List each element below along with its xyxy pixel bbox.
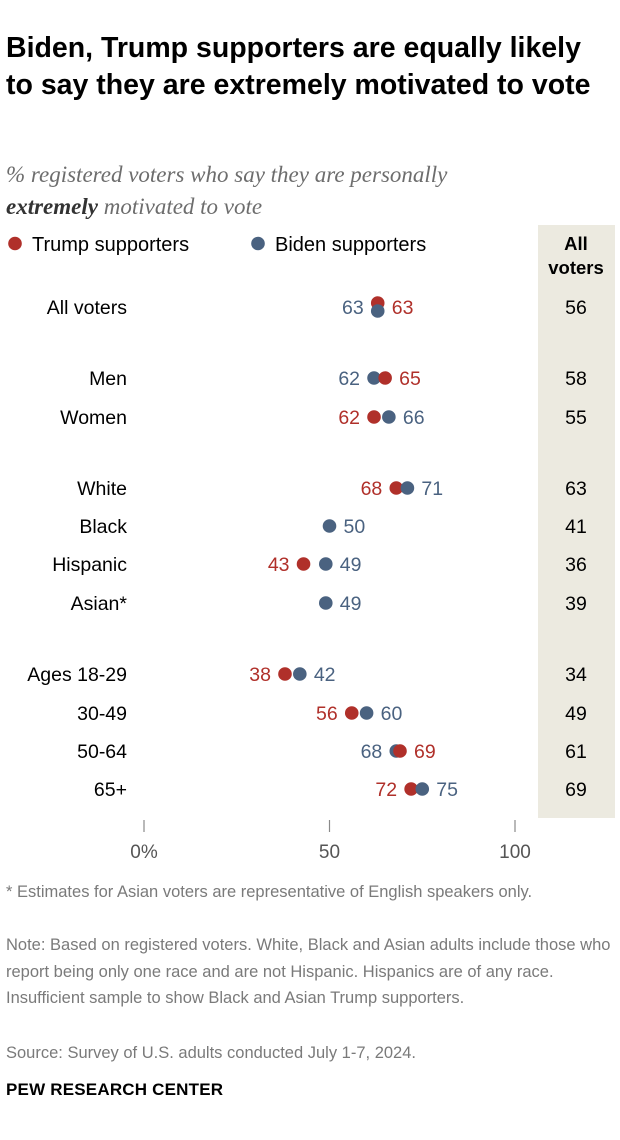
subtitle-suffix: motivated to vote xyxy=(103,194,263,219)
trump-dot xyxy=(296,557,311,571)
biden-value-label: 49 xyxy=(340,593,362,615)
trump-dot xyxy=(393,744,407,758)
footnote: * Estimates for Asian voters are represe… xyxy=(6,883,533,901)
trump-dot xyxy=(344,706,359,720)
biden-dot xyxy=(318,596,333,610)
biden-value-label: 66 xyxy=(403,407,425,429)
row-ages-18-29: Ages 18-29 38 42 34 xyxy=(27,664,587,686)
all-voters-value: 34 xyxy=(565,664,587,686)
x-tick-label: 50 xyxy=(319,842,340,863)
trump-dot xyxy=(404,782,418,796)
column-header-line-1: All xyxy=(564,233,588,254)
chart-subtitle: % registered voters who say they are per… xyxy=(6,159,606,223)
trump-value-label: 62 xyxy=(338,407,360,429)
biden-value-label: 75 xyxy=(436,779,458,801)
all-voters-panel xyxy=(538,225,615,818)
trump-value-label: 63 xyxy=(392,297,414,319)
trump-dot xyxy=(378,371,392,385)
dot-plot-chart: Trump supporters Biden supporters All vote… xyxy=(8,225,615,863)
chart-title: Biden, Trump supporters are equally like… xyxy=(6,32,591,101)
trump-value-label: 43 xyxy=(268,554,290,576)
category-label: All voters xyxy=(47,297,127,319)
trump-dot xyxy=(278,667,292,681)
trump-dot xyxy=(389,481,404,495)
biden-value-label: 62 xyxy=(338,368,360,390)
category-label: Black xyxy=(79,516,127,538)
all-voters-value: 69 xyxy=(565,779,587,801)
biden-value-label: 60 xyxy=(381,703,403,725)
legend-marker-trump xyxy=(8,236,22,251)
all-voters-value: 39 xyxy=(565,593,587,615)
biden-dot xyxy=(370,304,385,318)
category-label: 50-64 xyxy=(77,741,127,763)
x-tick-label: 100 xyxy=(499,842,531,863)
category-label: 30-49 xyxy=(77,703,127,725)
column-header-line-2: voters xyxy=(548,257,604,278)
legend-marker-biden xyxy=(251,236,265,251)
source-note: Source: Survey of U.S. adults conducted … xyxy=(6,1044,416,1062)
category-label: Hispanic xyxy=(52,554,127,576)
legend-label-trump: Trump supporters xyxy=(32,234,189,256)
all-voters-value: 49 xyxy=(565,703,587,725)
category-label: Men xyxy=(89,368,127,390)
row-men: Men 62 65 58 xyxy=(89,368,587,390)
trump-value-label: 72 xyxy=(375,779,397,801)
row-white: White 68 71 63 xyxy=(77,478,587,500)
category-label: Ages 18-29 xyxy=(27,664,127,686)
trump-value-label: 69 xyxy=(414,741,436,763)
biden-value-label: 50 xyxy=(344,516,366,538)
category-label: 65+ xyxy=(94,779,127,801)
all-voters-value: 55 xyxy=(565,407,587,429)
biden-value-label: 68 xyxy=(361,741,383,763)
row-all-voters: All voters 63 63 56 xyxy=(47,296,587,319)
row-50-64: 50-64 68 69 61 xyxy=(77,741,587,763)
row-black: Black 50 41 xyxy=(79,516,587,538)
biden-dot xyxy=(367,371,381,385)
category-label: Women xyxy=(60,407,127,429)
biden-dot xyxy=(415,782,430,796)
trump-value-label: 65 xyxy=(399,368,421,390)
row-women: Women 62 66 55 xyxy=(60,407,587,429)
category-label: Asian* xyxy=(71,593,128,615)
biden-dot xyxy=(318,557,333,571)
biden-dot xyxy=(293,667,307,681)
biden-value-label: 42 xyxy=(314,664,336,686)
trump-value-label: 68 xyxy=(361,478,383,500)
all-voters-value: 56 xyxy=(565,297,587,319)
all-voters-value: 36 xyxy=(565,554,587,576)
category-label: White xyxy=(77,478,127,500)
biden-value-label: 71 xyxy=(421,478,443,500)
row-hispanic: Hispanic 43 49 36 xyxy=(52,554,587,576)
row-65: 65+ 72 75 69 xyxy=(94,779,587,801)
methodology-note: Note: Based on registered voters. White,… xyxy=(6,936,611,1007)
all-voters-value: 63 xyxy=(565,478,587,500)
x-tick-label: 0% xyxy=(130,842,158,863)
trump-value-label: 38 xyxy=(249,664,271,686)
row-30-49: 30-49 56 60 49 xyxy=(77,703,587,725)
biden-dot xyxy=(322,519,337,533)
biden-dot xyxy=(359,706,374,720)
trump-value-label: 56 xyxy=(316,703,338,725)
biden-dot xyxy=(382,410,396,424)
biden-value-label: 49 xyxy=(340,554,362,576)
subtitle-emphasis: extremely xyxy=(6,194,98,219)
biden-dot xyxy=(400,481,415,495)
row-asian: Asian* 49 39 xyxy=(71,593,587,615)
all-voters-value: 41 xyxy=(565,516,587,538)
brand-logo-text: PEW RESEARCH CENTER xyxy=(6,1080,224,1099)
all-voters-value: 61 xyxy=(565,741,587,763)
all-voters-value: 58 xyxy=(565,368,587,390)
subtitle-prefix: % registered voters who say they are per… xyxy=(6,162,448,187)
legend-label-biden: Biden supporters xyxy=(275,234,426,256)
trump-dot xyxy=(367,410,381,424)
biden-value-label: 63 xyxy=(342,297,364,319)
